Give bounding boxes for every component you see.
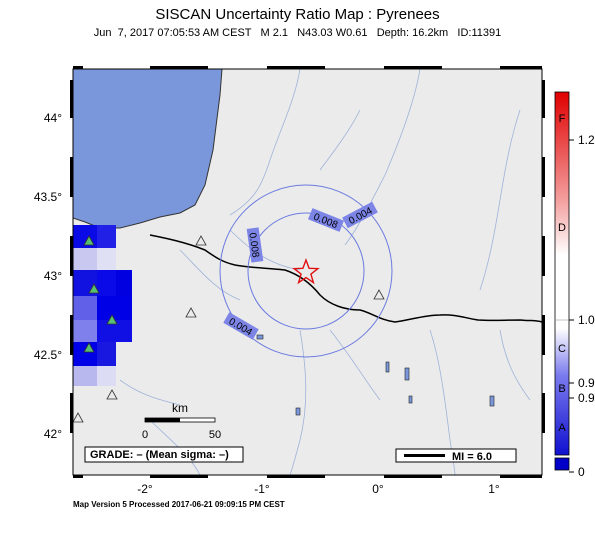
lat-tick: 42° [44, 427, 62, 441]
latitude-labels: 44° 43.5° 43° 42.5° 42° [34, 111, 62, 441]
station-triangle-icon [185, 307, 197, 318]
colorbar-gradient [554, 91, 570, 456]
uncertainty-contours [219, 184, 393, 358]
frame-ticks [70, 66, 545, 478]
colorbar-letter: D [558, 222, 566, 234]
station-triangle-icon [106, 389, 118, 400]
lat-tick: 44° [44, 111, 62, 125]
lat-tick: 43.5° [34, 190, 62, 204]
lat-tick: 43° [44, 269, 62, 283]
scale-start: 0 [142, 429, 148, 441]
contour-label: 0.008 [246, 232, 260, 259]
scale-end: 50 [209, 429, 221, 441]
event-location: N43.03 W0.61 [297, 27, 368, 39]
mi-legend: MI = 6.0 [395, 448, 517, 463]
lat-tick: 42.5° [34, 348, 62, 362]
colorbar-value: 0 [578, 465, 585, 479]
epicenter-star-icon [292, 257, 320, 285]
colorbar: F D C B A 1.2 1.0 0.9 0.9 0 [554, 91, 595, 479]
uncertainty-grid [73, 225, 132, 386]
colorbar-value: 0.9 [578, 391, 595, 405]
event-id: ID:11391 [457, 27, 502, 39]
colorbar-value: 0.9 [578, 376, 595, 390]
stations [73, 235, 385, 423]
lakes [256, 334, 495, 416]
colorbar-value: 1.2 [578, 133, 595, 147]
border-line [149, 234, 542, 323]
station-triangle-icon [83, 235, 95, 246]
station-triangle-icon [106, 314, 118, 325]
lon-tick: 1° [488, 482, 500, 496]
colorbar-letter: B [558, 383, 565, 395]
colorbar-letter: F [559, 113, 566, 125]
longitude-labels: -2° -1° 0° 1° [137, 482, 500, 496]
colorbar-letter: A [558, 422, 566, 434]
sea-area [73, 69, 223, 229]
event-magnitude: M 2.1 [260, 27, 289, 39]
station-triangle-icon [83, 342, 95, 353]
grade-text: GRADE: – (Mean sigma: –) [90, 449, 229, 461]
scale-unit: km [172, 401, 188, 415]
station-triangle-icon [195, 235, 207, 246]
event-date: Jun 7, 2017 07:05:53 AM CEST [93, 27, 252, 39]
scale-bar: km 0 50 [142, 401, 221, 441]
station-triangle-icon [373, 289, 385, 300]
station-triangle-icon [88, 283, 100, 294]
station-triangle-icon [73, 412, 84, 423]
mi-label: MI = 6.0 [452, 451, 492, 463]
contour-labels: 0.004 0.008 0.008 0.004 [223, 201, 378, 340]
event-info: Jun 7, 2017 07:05:53 AM CEST M 2.1 N43.0… [0, 27, 595, 39]
colorbar-value: 1.0 [578, 313, 595, 327]
colorbar-zero-swatch [554, 457, 570, 471]
lon-tick: -1° [254, 482, 270, 496]
event-depth: Depth: 16.2km [376, 27, 449, 39]
colorbar-letter: C [558, 343, 566, 355]
lon-tick: -2° [137, 482, 153, 496]
map-footer: Map Version 5 Processed 2017-06-21 09:09… [73, 500, 285, 509]
map-title: SISCAN Uncertainty Ratio Map : Pyrenees [155, 6, 440, 23]
grade-box: GRADE: – (Mean sigma: –) [84, 446, 244, 463]
lon-tick: 0° [372, 482, 384, 496]
